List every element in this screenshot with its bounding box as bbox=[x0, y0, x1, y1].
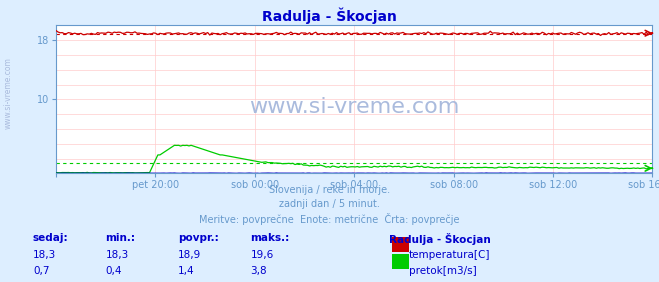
Text: Radulja - Škocjan: Radulja - Škocjan bbox=[262, 7, 397, 24]
Text: min.:: min.: bbox=[105, 233, 136, 243]
Text: zadnji dan / 5 minut.: zadnji dan / 5 minut. bbox=[279, 199, 380, 209]
Text: pretok[m3/s]: pretok[m3/s] bbox=[409, 266, 476, 276]
Text: Radulja - Škocjan: Radulja - Škocjan bbox=[389, 233, 490, 245]
Text: sedaj:: sedaj: bbox=[33, 233, 69, 243]
Text: www.si-vreme.com: www.si-vreme.com bbox=[249, 97, 459, 117]
Text: 19,6: 19,6 bbox=[250, 250, 273, 259]
Text: www.si-vreme.com: www.si-vreme.com bbox=[3, 57, 13, 129]
Text: 0,4: 0,4 bbox=[105, 266, 122, 276]
Text: 18,9: 18,9 bbox=[178, 250, 201, 259]
Text: 1,4: 1,4 bbox=[178, 266, 194, 276]
Text: temperatura[C]: temperatura[C] bbox=[409, 250, 490, 259]
Text: 18,3: 18,3 bbox=[105, 250, 129, 259]
Text: maks.:: maks.: bbox=[250, 233, 290, 243]
Text: 3,8: 3,8 bbox=[250, 266, 267, 276]
Text: 0,7: 0,7 bbox=[33, 266, 49, 276]
Text: 18,3: 18,3 bbox=[33, 250, 56, 259]
Text: povpr.:: povpr.: bbox=[178, 233, 219, 243]
Text: Meritve: povprečne  Enote: metrične  Črta: povprečje: Meritve: povprečne Enote: metrične Črta:… bbox=[199, 213, 460, 225]
Text: Slovenija / reke in morje.: Slovenija / reke in morje. bbox=[269, 185, 390, 195]
